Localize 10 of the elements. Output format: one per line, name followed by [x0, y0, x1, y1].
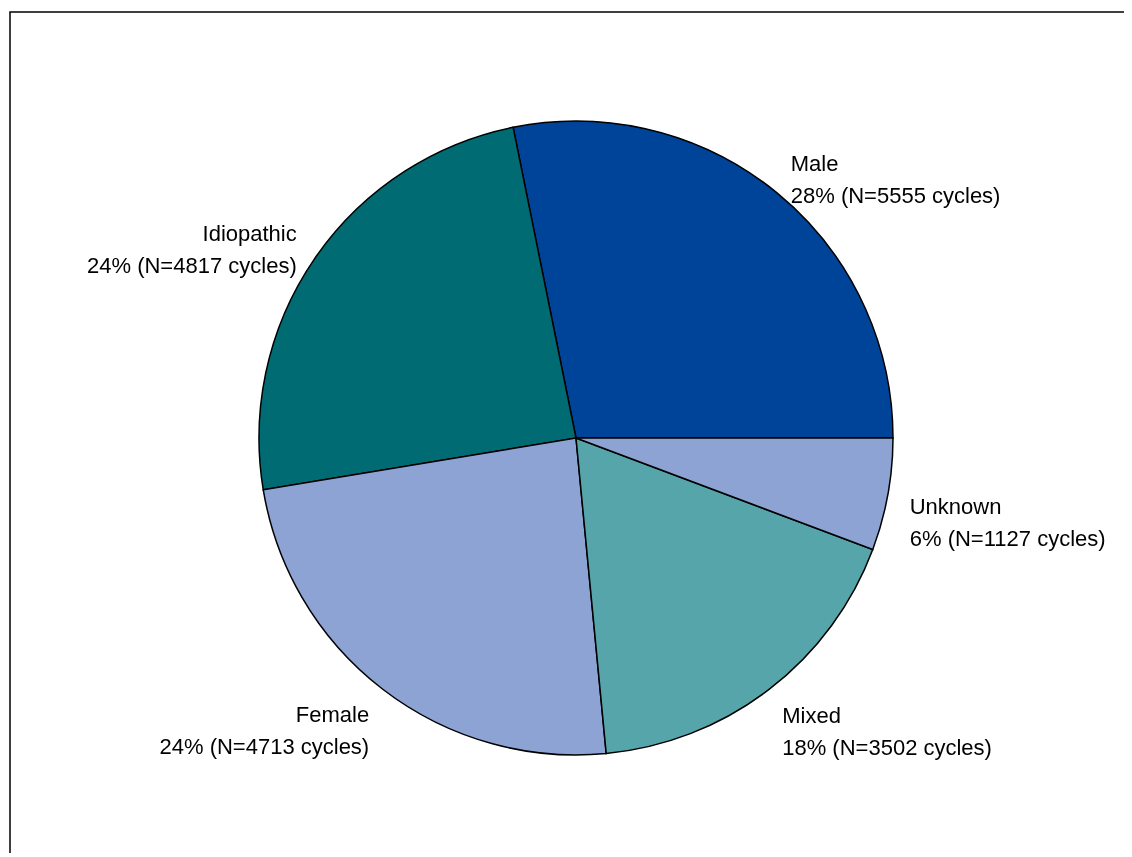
slice-label: Female — [295, 702, 370, 728]
slice-label: Male — [790, 151, 839, 177]
data-label: 24% (N=4713 cycles) — [159, 734, 370, 760]
slice-label: Idiopathic — [202, 221, 297, 247]
slice-label: Unknown — [909, 494, 1002, 520]
data-label: 6% (N=1127 cycles) — [909, 526, 1106, 552]
data-label: 28% (N=5555 cycles) — [790, 182, 1001, 208]
data-label: 18% (N=3502 cycles) — [782, 734, 992, 760]
slice-label: Mixed — [782, 702, 841, 728]
data-label: 24% (N=4817 cycles) — [87, 253, 297, 278]
